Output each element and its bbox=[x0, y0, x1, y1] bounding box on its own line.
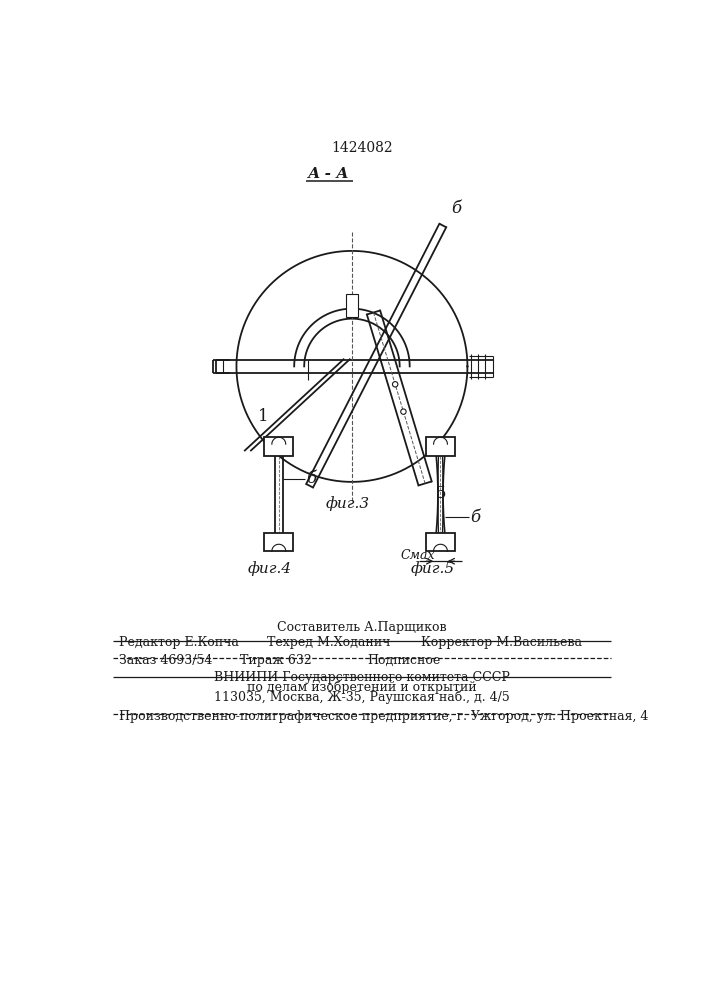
Text: фиг.5: фиг.5 bbox=[411, 561, 455, 576]
Text: ВНИИПИ Государственного комитета СССР: ВНИИПИ Государственного комитета СССР bbox=[214, 671, 510, 684]
Circle shape bbox=[392, 382, 398, 387]
Text: б: б bbox=[469, 509, 480, 526]
Bar bbox=[264, 437, 293, 456]
Text: фиг.4: фиг.4 bbox=[247, 561, 291, 576]
Text: по делам изобретений и открытий: по делам изобретений и открытий bbox=[247, 681, 477, 694]
Text: б: б bbox=[451, 200, 461, 217]
Bar bbox=[426, 437, 455, 456]
Text: Производственно-полиграфическое предприятие, г. Ужгород, ул. Проектная, 4: Производственно-полиграфическое предприя… bbox=[119, 710, 649, 723]
FancyBboxPatch shape bbox=[346, 294, 358, 317]
Circle shape bbox=[401, 409, 406, 414]
Bar bbox=[264, 533, 293, 551]
Text: Заказ 4693/54: Заказ 4693/54 bbox=[119, 654, 213, 667]
Text: Подписное: Подписное bbox=[368, 654, 440, 667]
Text: Техред М.Ходанич: Техред М.Ходанич bbox=[267, 636, 390, 649]
Text: 5: 5 bbox=[436, 485, 445, 502]
Text: 113035, Москва, Ж-35, Раушская наб., д. 4/5: 113035, Москва, Ж-35, Раушская наб., д. … bbox=[214, 691, 510, 704]
Text: Тираж 632: Тираж 632 bbox=[240, 654, 312, 667]
Text: Корректор М.Васильева: Корректор М.Васильева bbox=[421, 636, 583, 649]
Text: Смах: Смах bbox=[400, 549, 435, 562]
Text: Составитель А.Парщиков: Составитель А.Парщиков bbox=[277, 621, 447, 634]
Bar bbox=[426, 533, 455, 551]
Text: 1: 1 bbox=[258, 408, 269, 425]
Text: фиг.3: фиг.3 bbox=[326, 496, 370, 511]
Text: А - А: А - А bbox=[308, 167, 350, 181]
Text: б: б bbox=[305, 470, 316, 487]
Text: Редактор Е.Копча: Редактор Е.Копча bbox=[119, 636, 239, 649]
Text: 1424082: 1424082 bbox=[331, 141, 393, 155]
